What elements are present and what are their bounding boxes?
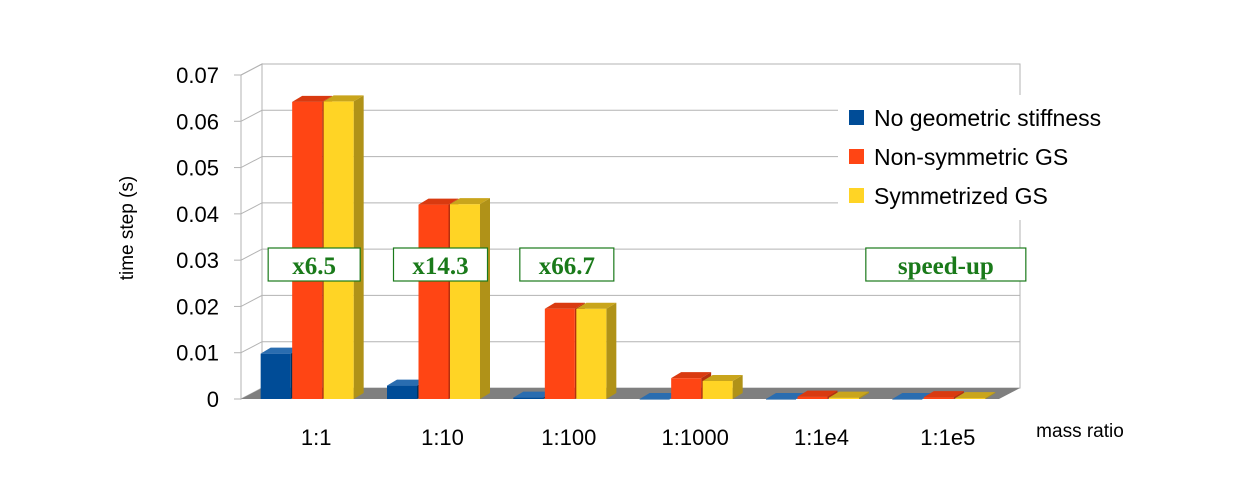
y-axis-title: time step (s)	[117, 176, 138, 281]
bar	[797, 396, 828, 399]
bar-top	[923, 391, 964, 398]
annotation-label: x66.7	[539, 253, 595, 280]
legend-background	[838, 95, 1150, 220]
x-tick-label: 1:1	[301, 425, 332, 450]
bar-top	[797, 390, 838, 397]
legend-item: No geometric stiffness	[849, 105, 1101, 131]
x-tick-label: 1:1000	[662, 425, 729, 450]
annotation-label: speed-up	[898, 253, 994, 280]
bar	[544, 308, 575, 399]
x-axis-ticks: 1:1 1:10 1:100 1:1000 1:1e4 1:1e5	[301, 425, 975, 450]
gridline	[240, 248, 1020, 261]
bar	[260, 353, 291, 399]
bar-top	[576, 302, 617, 309]
side-wall	[240, 63, 263, 400]
bar-top	[323, 95, 364, 102]
legend-item: Symmetrized GS	[849, 183, 1048, 209]
bar	[955, 398, 986, 399]
y-tick-label: 0.07	[176, 63, 219, 88]
bar	[892, 399, 923, 400]
legend-label: No geometric stiffness	[874, 105, 1101, 131]
bar-side	[353, 95, 364, 399]
bar-top	[829, 391, 869, 398]
x-tick-label: 1:100	[541, 425, 596, 450]
annotation-box	[519, 247, 615, 282]
bar	[513, 397, 544, 399]
x-axis-title: mass ratio	[1036, 421, 1124, 442]
bar-top	[387, 379, 427, 386]
bar-top	[418, 198, 459, 205]
speedup-annotation: x66.7	[519, 247, 615, 282]
y-tick-label: 0.03	[176, 248, 219, 273]
bar-side	[827, 390, 838, 399]
annotation-label: x6.5	[292, 253, 336, 280]
speedup-annotation: x6.5	[267, 247, 361, 282]
gridline	[240, 156, 1020, 169]
bar-top	[292, 95, 333, 102]
y-tick-label: 0.01	[176, 341, 219, 366]
bar	[450, 204, 480, 399]
gridlines	[240, 63, 1020, 354]
bar-side	[480, 198, 490, 399]
legend-label: Symmetrized GS	[874, 183, 1048, 209]
legend: No geometric stiffness Non-symmetric GS Sy…	[838, 95, 1150, 220]
bar-top	[639, 393, 680, 399]
gridline	[240, 341, 1020, 354]
y-tick-label: 0	[207, 387, 219, 412]
bar	[387, 385, 417, 399]
bar-top	[260, 347, 301, 354]
bar	[923, 397, 954, 399]
bar-top	[955, 392, 996, 399]
annotation-box	[865, 247, 1027, 282]
legend-swatch	[849, 149, 864, 164]
x-tick-label: 1:10	[421, 425, 464, 450]
bar-top	[544, 302, 585, 309]
bar-top	[892, 393, 933, 399]
bar-top	[513, 391, 554, 398]
bar-top	[766, 393, 806, 399]
gridline	[240, 294, 1020, 307]
bar-side	[859, 391, 869, 399]
bar-top	[671, 372, 712, 379]
bar-top	[702, 374, 743, 381]
bar-side	[606, 302, 617, 399]
bar-top	[450, 198, 490, 205]
legend-swatch	[849, 110, 864, 125]
bar-side	[732, 374, 743, 399]
gridline	[240, 202, 1020, 215]
y-tick-label: 0.05	[176, 156, 219, 181]
bar	[639, 399, 670, 400]
bar	[576, 308, 607, 399]
gridline	[240, 109, 1020, 122]
bar-side	[985, 392, 996, 399]
speedup-annotation: speed-up	[865, 247, 1027, 282]
bar	[766, 399, 796, 400]
bar	[702, 380, 733, 399]
annotation-box	[267, 247, 361, 282]
annotations: x6.5 x14.3 x66.7 speed-up	[267, 247, 1027, 282]
legend-label: Non-symmetric GS	[874, 144, 1068, 170]
bar-side	[953, 391, 964, 399]
y-tick-label: 0.04	[176, 202, 219, 227]
gridline	[240, 63, 1020, 76]
bar	[829, 397, 859, 399]
y-tick-label: 0.02	[176, 294, 219, 319]
bar	[671, 378, 702, 399]
bar	[418, 204, 449, 399]
annotation-label: x14.3	[412, 253, 468, 280]
y-axis-ticks: 0 0.01 0.02 0.03 0.04 0.05 0.06 0.07	[176, 63, 241, 412]
x-tick-label: 1:1e5	[920, 425, 975, 450]
annotation-box	[392, 247, 489, 282]
speedup-annotation: x14.3	[392, 247, 489, 282]
legend-item: Non-symmetric GS	[849, 144, 1068, 170]
legend-swatch	[849, 188, 864, 203]
x-tick-label: 1:1e4	[794, 425, 849, 450]
y-tick-label: 0.06	[176, 109, 219, 134]
